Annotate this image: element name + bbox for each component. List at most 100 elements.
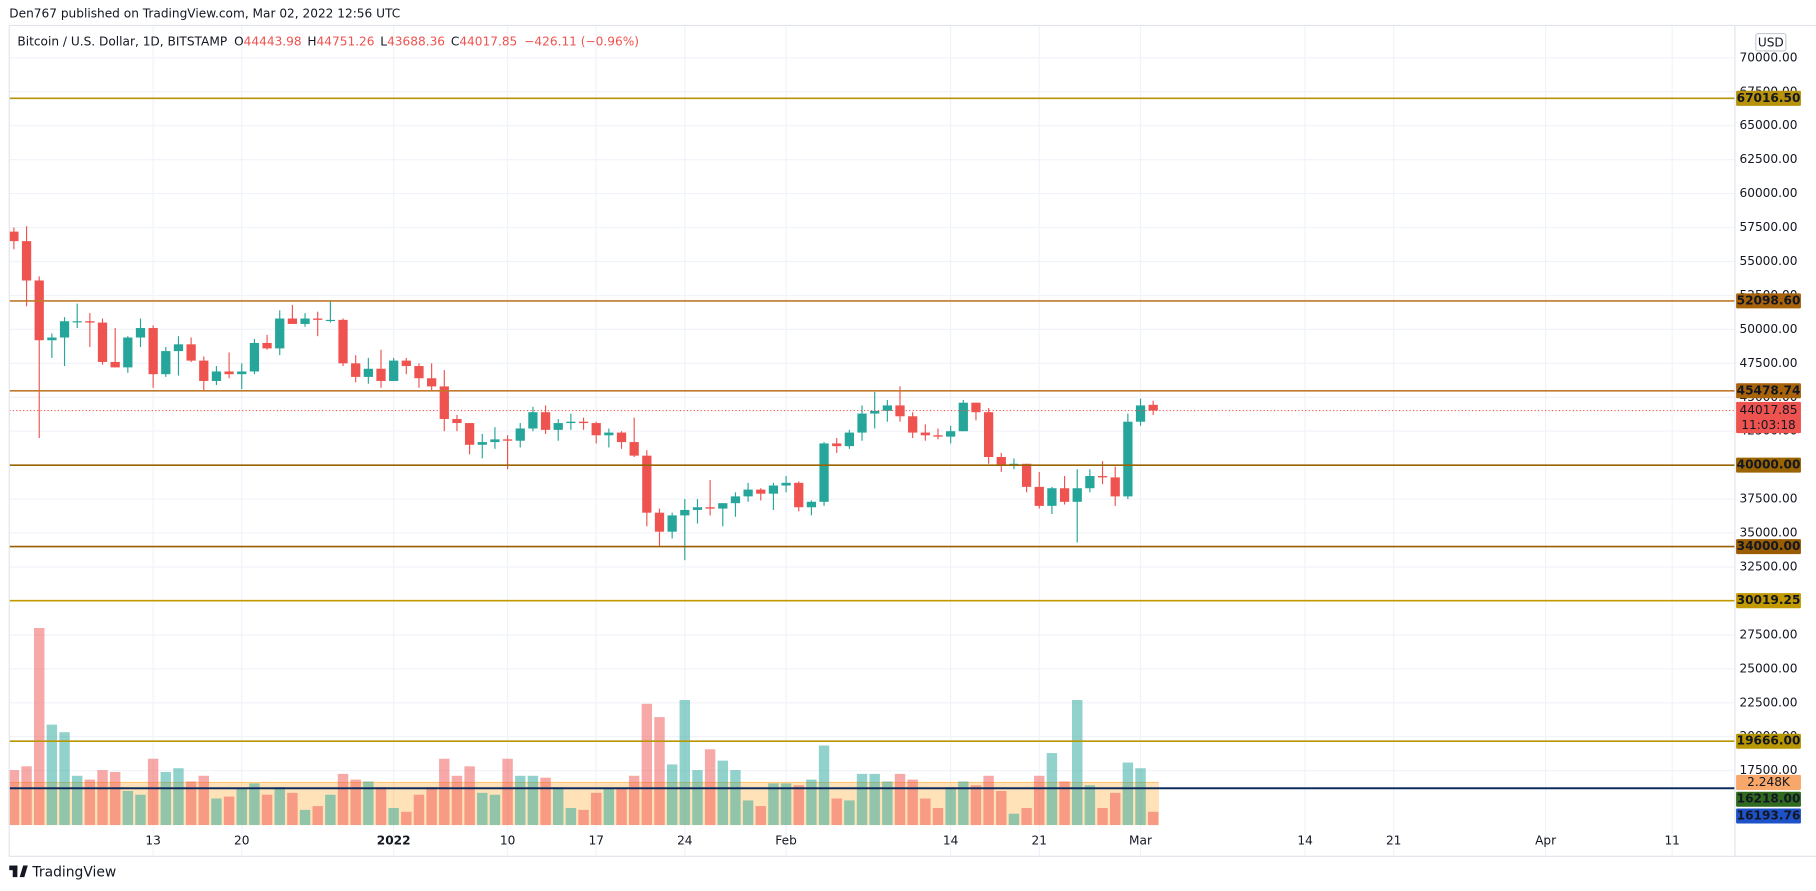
volume-bar (451, 775, 463, 826)
candle-body (9, 231, 19, 242)
candle-body (553, 423, 563, 430)
volume-bar (768, 783, 779, 826)
volume-bar (287, 792, 298, 826)
volume-bar (401, 811, 412, 826)
candle-body (616, 432, 627, 443)
volume-bar (654, 717, 665, 826)
levels (9, 97, 1735, 790)
close-value: 44017.85 (459, 34, 517, 48)
volume-bar (1034, 775, 1045, 826)
volume-bar (970, 785, 982, 826)
x-tick-label: 21 (1032, 834, 1047, 848)
volume-bar (502, 758, 513, 826)
volume-bar (299, 809, 311, 826)
candle-body (857, 413, 867, 433)
candle-body (540, 412, 551, 430)
candle-body (34, 280, 44, 341)
candle-body (705, 507, 715, 509)
candle-body (135, 328, 146, 338)
volume-bar (1059, 781, 1070, 826)
volume-bar (1072, 700, 1083, 826)
change: −426.11 (−0.96%) (524, 34, 639, 48)
volume-bar (109, 771, 121, 826)
level-label: 45478.74 (1736, 383, 1801, 399)
volume-bar (59, 732, 70, 826)
candle-body (477, 442, 487, 445)
candle-body (47, 337, 57, 341)
volume-bar (1135, 768, 1146, 826)
axis-labels: 17500.0020000.0022500.0025000.0027500.00… (145, 50, 1801, 848)
publisher: Den767 published on TradingView.com, Mar… (9, 6, 400, 20)
candle-body (781, 482, 791, 486)
volume-bar (806, 779, 817, 826)
volume-bar (983, 775, 994, 826)
candle-body (237, 371, 247, 375)
level-label-box (1736, 539, 1801, 555)
open-value: 44443.98 (244, 34, 302, 48)
countdown-text: 11:03:18 (1741, 418, 1796, 432)
level-label-text: 52098.60 (1737, 293, 1801, 307)
candle-body (173, 344, 184, 352)
last-price-label-box (1736, 401, 1801, 434)
candle-body (1034, 486, 1044, 506)
x-tick-label: 21 (1386, 834, 1401, 848)
candle-body (1047, 488, 1057, 506)
volume-bar (236, 789, 247, 826)
volume-bar (388, 807, 399, 826)
level-label-text: 45478.74 (1737, 383, 1801, 397)
candle-body (199, 360, 209, 381)
candle-body (439, 386, 449, 419)
symbol: Bitcoin / U.S. Dollar, 1D, BITSTAMP (17, 34, 227, 48)
volume-bar (477, 792, 488, 826)
x-tick-label: Mar (1129, 834, 1152, 848)
currency[interactable]: USD (1758, 35, 1784, 49)
volume-bar (413, 794, 425, 826)
open-key: O (234, 34, 244, 48)
volume-bar (844, 800, 855, 826)
volume-bar (426, 787, 437, 826)
candle-body (249, 342, 260, 372)
y-tick-label: 22500.00 (1740, 695, 1798, 709)
candle-body (730, 496, 741, 504)
candle-body (933, 435, 943, 437)
volume-ma-label: 2.248K (1736, 774, 1801, 790)
volume-bar (553, 787, 564, 826)
candle-body (338, 319, 348, 364)
level-label-box (1736, 293, 1801, 309)
candle-body (718, 503, 728, 509)
candle-body (958, 402, 968, 432)
level-label: 16218.00 (1736, 791, 1801, 807)
candle-body (996, 457, 1006, 466)
candle-body (983, 412, 994, 458)
volume-bar (160, 771, 172, 826)
volume-bar (894, 773, 906, 826)
level-label-text: 19666.00 (1737, 734, 1801, 748)
candle-body (1059, 488, 1070, 502)
x-tick-label: 13 (145, 834, 160, 848)
volume-bar (21, 766, 32, 826)
currency-box[interactable] (1755, 32, 1787, 52)
volume-bar (996, 790, 1007, 826)
volume-bar (515, 775, 526, 826)
y-tick-label: 55000.00 (1740, 254, 1798, 268)
volume-pane (8, 628, 1159, 826)
y-tick-label: 60000.00 (1740, 186, 1798, 200)
volume-bar (932, 807, 944, 826)
volume-bar (1084, 785, 1096, 826)
volume-ma-text: 2.248K (1747, 775, 1791, 789)
candle-body (262, 342, 272, 349)
x-tick-label: 17 (588, 834, 603, 848)
candle-body (464, 423, 475, 445)
volume-bar (274, 787, 285, 826)
volume-bar (628, 775, 640, 826)
candle-body (920, 432, 930, 436)
brand: TradingView (31, 864, 116, 880)
x-tick-label: 14 (1297, 834, 1313, 848)
candle-body (870, 410, 880, 414)
candle-body (325, 319, 335, 322)
logo (9, 865, 28, 878)
level-label-box (1736, 90, 1801, 106)
y-tick-label: 62500.00 (1740, 152, 1798, 166)
volume-bar (173, 768, 184, 826)
volume-bar (780, 783, 792, 826)
